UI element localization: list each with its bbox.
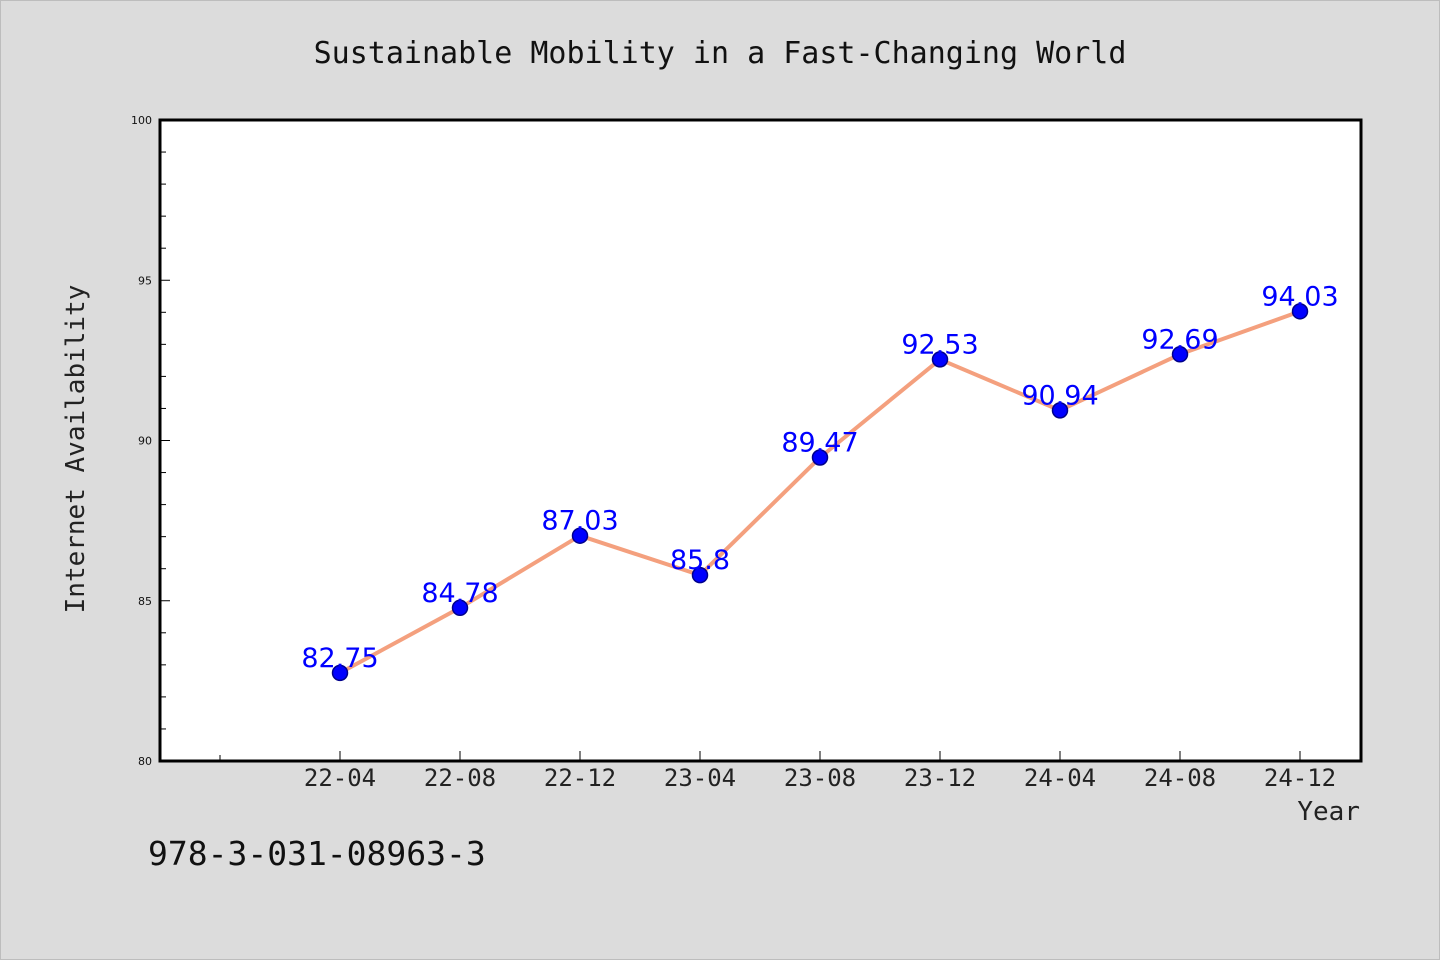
data-label: 90.94 [1021, 380, 1098, 411]
chart-title: Sustainable Mobility in a Fast-Changing … [314, 36, 1127, 71]
data-point [1051, 402, 1069, 419]
data-point [1171, 346, 1189, 363]
data-label: 94.03 [1261, 281, 1338, 312]
x-tick-label: 24-08 [1144, 764, 1216, 792]
data-point [571, 527, 589, 544]
x-tick-label: 22-08 [424, 764, 496, 792]
data-point [331, 664, 349, 682]
y-tick-label: 85 [138, 595, 152, 608]
x-axis: 22-04 22-08 22-12 23-04 23-08 23-12 24-04 24-08… [219, 751, 1336, 792]
plot-frame [158, 118, 1363, 763]
x-tick-label: 23-08 [784, 764, 856, 792]
data-label: 89.47 [781, 427, 858, 458]
data-label: 92.53 [901, 329, 978, 360]
x-tick-label: 24-12 [1264, 764, 1336, 792]
data-point [811, 449, 829, 466]
y-axis-label: Internet Availability [61, 285, 91, 614]
y-tick-label: 90 [138, 435, 152, 448]
y-tick-label: 95 [138, 274, 152, 287]
data-label: 84.78 [421, 578, 498, 609]
series-layer [331, 303, 1309, 682]
data-point [691, 566, 709, 584]
x-tick-label: 22-12 [544, 764, 616, 792]
data-label: 87.03 [541, 506, 618, 537]
data-point [451, 599, 469, 617]
x-tick-label: 23-04 [664, 764, 736, 792]
data-label: 85.8 [670, 545, 730, 576]
data-label: 82.75 [301, 643, 378, 674]
footnote-isbn: 978-3-031-08963-3 [148, 834, 486, 873]
data-point [1291, 303, 1309, 320]
x-tick-label: 22-04 [304, 764, 376, 792]
data-point [931, 351, 949, 368]
data-label: 92.69 [1141, 324, 1218, 355]
y-tick-label: 100 [131, 114, 152, 127]
x-axis-label: Year [1297, 797, 1360, 827]
data-labels: 82.75 84.78 87.03 85.8 89.47 92.53 90.94 92.69 9… [301, 281, 1338, 674]
plot-area [160, 120, 1361, 761]
x-tick-label: 24-04 [1024, 764, 1096, 792]
x-tick-label: 23-12 [904, 764, 976, 792]
y-tick-label: 80 [138, 755, 152, 768]
